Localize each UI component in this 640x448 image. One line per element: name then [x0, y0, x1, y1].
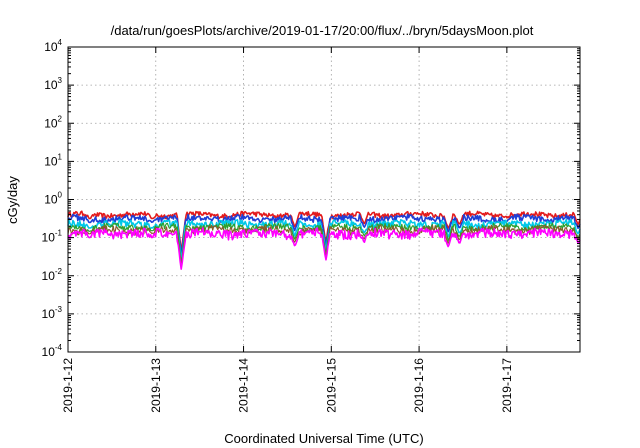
x-tick-label: 2019-1-12 [61, 358, 75, 413]
y-tick-label: 10-3 [42, 305, 63, 321]
series-line [67, 218, 581, 261]
x-axis-label: Coordinated Universal Time (UTC) [224, 431, 423, 446]
y-tick-label: 102 [44, 114, 62, 130]
x-tick-label: 2019-1-17 [500, 358, 514, 413]
y-tick-label: 10-1 [42, 229, 63, 245]
grid [68, 47, 580, 352]
x-tick-label: 2019-1-13 [149, 358, 163, 413]
y-axis: 10-4 10-3 10-2 10-1 100 101 102 103 104 [42, 38, 580, 359]
x-axis: 2019-1-12 2019-1-13 2019-1-14 2019-1-15 2019… [61, 47, 514, 413]
plot-series [67, 210, 581, 270]
y-tick-label: 100 [44, 191, 62, 207]
y-tick-label: 10-2 [42, 267, 63, 283]
x-tick-label: 2019-1-14 [237, 358, 251, 413]
x-tick-label: 2019-1-15 [324, 358, 338, 413]
y-tick-label: 10-4 [42, 343, 63, 359]
chart-title: /data/run/goesPlots/archive/2019-01-17/2… [111, 23, 534, 38]
y-tick-label: 103 [44, 76, 62, 92]
x-tick-label: 2019-1-16 [412, 358, 426, 413]
y-tick-label: 104 [44, 38, 62, 54]
series-line [67, 227, 581, 270]
y-axis-label: cGy/day [5, 176, 20, 224]
y-tick-label: 101 [44, 152, 62, 168]
